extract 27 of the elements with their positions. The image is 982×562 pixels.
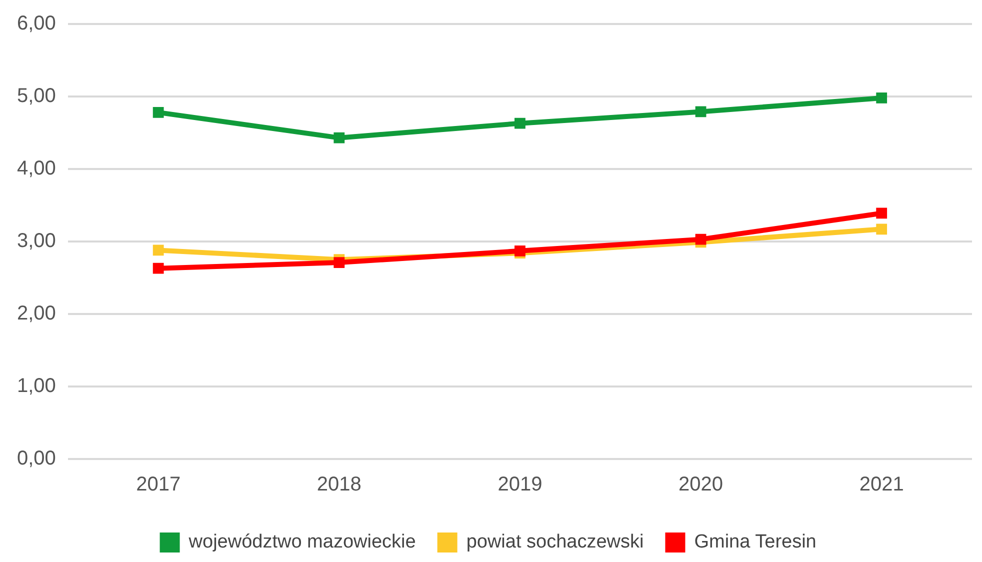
y-tick-label: 1,00: [16, 375, 56, 398]
point: [876, 92, 888, 104]
point: [152, 262, 164, 274]
point: [695, 106, 706, 118]
point: [514, 118, 526, 129]
y-tick-label: 2,00: [16, 302, 56, 325]
y-tick-label: 5,00: [16, 85, 56, 108]
legend-label: województwo mazowieckie: [188, 532, 416, 553]
y-tick-label: 4,00: [16, 158, 56, 180]
x-tick-label: 2018: [316, 474, 362, 496]
legend-label: powiat sochaczewski: [466, 532, 644, 553]
point: [876, 224, 888, 235]
point: [334, 132, 345, 144]
point: [152, 244, 164, 256]
y-tick-label: 3,00: [16, 230, 56, 252]
point: [152, 107, 164, 118]
x-tick-label: 2021: [859, 474, 904, 496]
point: [876, 208, 888, 219]
point: [334, 257, 345, 268]
x-tick-label: 2020: [678, 474, 724, 496]
y-tick-label: 0,00: [16, 448, 56, 470]
point: [514, 245, 526, 256]
x-tick-label: 2017: [136, 474, 181, 496]
y-tick-label: 6,00: [16, 12, 56, 35]
legend-label: Gmina Teresin: [694, 532, 816, 553]
point: [695, 234, 706, 245]
x-tick-label: 2019: [498, 474, 542, 496]
